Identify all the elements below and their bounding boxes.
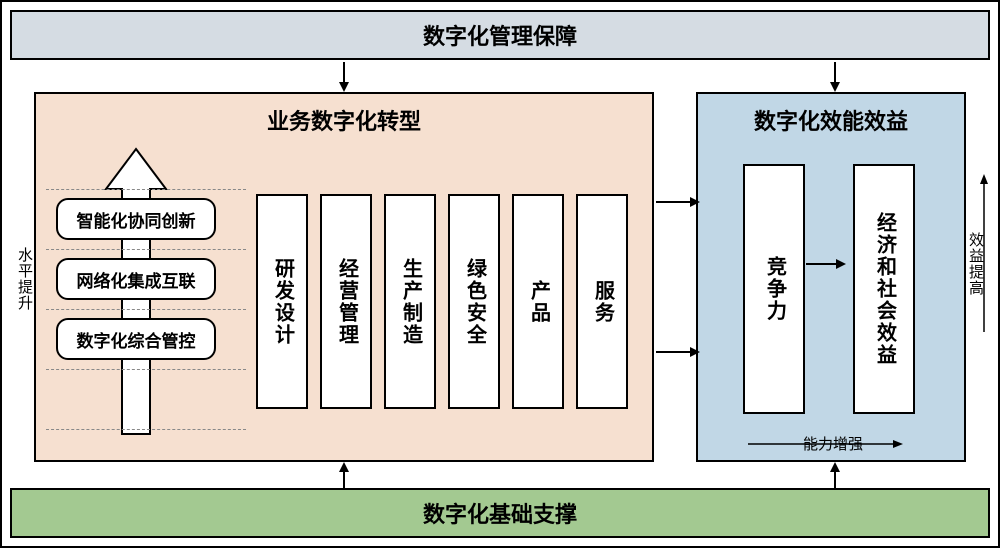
- diagram-canvas: 数字化管理保障 数字化基础支撑 业务数字化转型 智能化协同创新 网络化集成互联 …: [0, 0, 1000, 548]
- dashed-line: [46, 189, 246, 190]
- right-column: 竞争力: [743, 164, 805, 414]
- left-column-label: 研发设计: [271, 258, 294, 346]
- pill-label: 智能化协同创新: [77, 207, 196, 232]
- right-panel-title: 数字化效能效益: [698, 104, 964, 136]
- left-column-label: 服务: [591, 280, 614, 324]
- pill-item: 智能化协同创新: [56, 198, 216, 240]
- left-column: 产品: [512, 194, 564, 409]
- pill-item: 数字化综合管控: [56, 318, 216, 360]
- left-column-label: 绿色安全: [463, 258, 486, 346]
- dashed-line: [46, 369, 246, 370]
- right-column-label: 竞争力: [763, 256, 786, 322]
- left-panel-title: 业务数字化转型: [36, 104, 652, 136]
- left-column: 绿色安全: [448, 194, 500, 409]
- left-column-label: 经营管理: [335, 258, 358, 346]
- left-column: 研发设计: [256, 194, 308, 409]
- dashed-line: [46, 249, 246, 250]
- pill-item: 网络化集成互联: [56, 258, 216, 300]
- left-column: 生产制造: [384, 194, 436, 409]
- left-panel: 业务数字化转型 智能化协同创新 网络化集成互联 数字化综合管控 研发设计 经营管理…: [34, 92, 654, 462]
- left-column-label: 产品: [527, 280, 550, 324]
- dashed-line: [46, 309, 246, 310]
- right-column: 经济和社会效益: [853, 164, 915, 414]
- top-bar-title: 数字化管理保障: [423, 19, 577, 51]
- right-panel-arrows: [698, 94, 968, 464]
- right-panel: 数字化效能效益 竞争力 经济和社会效益 能力增强: [696, 92, 966, 462]
- left-column: 服务: [576, 194, 628, 409]
- left-column-label: 生产制造: [399, 258, 422, 346]
- right-column-label: 经济和社会效益: [873, 212, 896, 366]
- dashed-line: [46, 429, 246, 430]
- pill-label: 网络化集成互联: [77, 267, 196, 292]
- left-column: 经营管理: [320, 194, 372, 409]
- right-side-label: 效益提高: [965, 232, 986, 296]
- top-bar: 数字化管理保障: [10, 10, 990, 60]
- bottom-label: 能力增强: [803, 433, 863, 454]
- bottom-bar-title: 数字化基础支撑: [423, 497, 577, 529]
- pill-label: 数字化综合管控: [77, 327, 196, 352]
- bottom-bar: 数字化基础支撑: [10, 488, 990, 538]
- left-side-label: 水平提升: [14, 247, 35, 311]
